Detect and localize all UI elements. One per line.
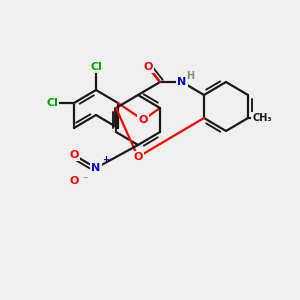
- Text: O: O: [69, 150, 79, 160]
- Text: O: O: [138, 115, 148, 125]
- Text: O: O: [69, 176, 79, 186]
- Text: Cl: Cl: [46, 98, 58, 108]
- Text: ⁻: ⁻: [82, 175, 87, 185]
- Text: +: +: [102, 155, 109, 164]
- Text: O: O: [133, 152, 143, 162]
- Text: Cl: Cl: [90, 62, 102, 72]
- Text: N: N: [92, 163, 100, 173]
- Text: CH₃: CH₃: [252, 113, 272, 123]
- Text: O: O: [143, 62, 153, 72]
- Text: H: H: [186, 71, 194, 81]
- Text: N: N: [177, 77, 187, 87]
